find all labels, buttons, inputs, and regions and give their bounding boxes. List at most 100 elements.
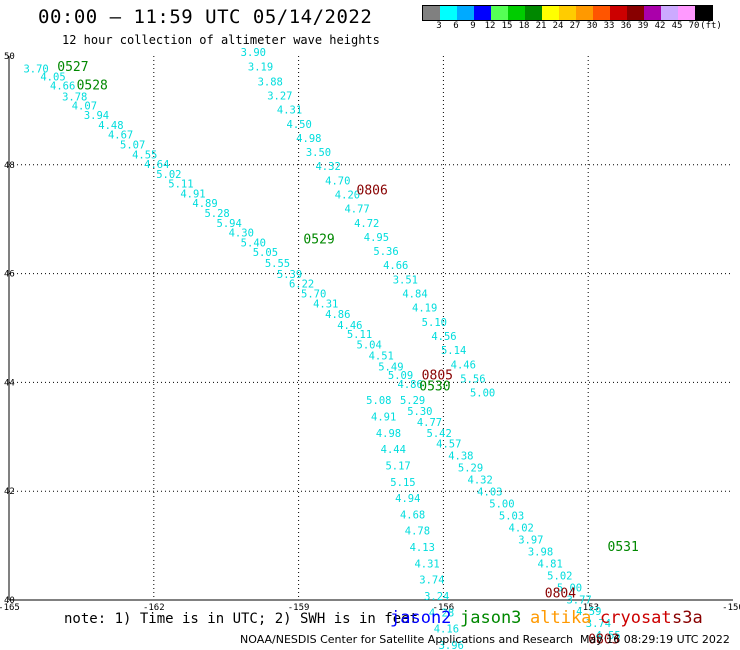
lat-tick-label: 50: [4, 52, 15, 62]
wave-height-label: 4.78: [405, 526, 430, 538]
page-title: 00:00 – 11:59 UTC 05/14/2022: [38, 6, 373, 28]
color-scale-label: 70: [688, 21, 700, 31]
color-swatch: [559, 6, 576, 20]
wave-height-label: 4.86: [325, 309, 350, 321]
wave-height-label: 3.98: [528, 546, 553, 558]
wave-height-label: 4.32: [468, 475, 493, 487]
wave-height-label: 4.95: [364, 232, 389, 244]
wave-height-label: 5.05: [253, 247, 278, 259]
wave-height-label: 4.20: [335, 190, 360, 202]
wave-height-label: 4.13: [410, 542, 435, 554]
wave-height-label: 4.38: [448, 451, 473, 463]
color-swatch: [576, 6, 593, 20]
wave-height-label: 5.11: [168, 179, 193, 191]
lon-tick-label: -153: [577, 603, 599, 613]
wave-height-label: 4.32: [315, 161, 340, 173]
color-scale-label: 6: [453, 21, 459, 31]
wave-height-label: 5.28: [204, 208, 229, 220]
wave-height-label: 4.91: [180, 188, 205, 200]
wave-height-label: 5.04: [357, 340, 382, 352]
wave-height-label: 5.00: [557, 582, 582, 594]
lon-tick-label: -165: [0, 603, 20, 613]
color-swatch: [593, 6, 610, 20]
legend-item-jason2: jason2: [390, 608, 452, 628]
pass-time-label: 0806: [357, 184, 388, 199]
wave-height-label: 5.29: [400, 395, 425, 407]
color-scale-label: 36: [620, 21, 632, 31]
wave-height-label: 3.96: [439, 640, 464, 650]
wave-height-label: 4.55: [595, 630, 620, 642]
wave-height-label: 3.94: [84, 110, 109, 122]
wave-height-label: 5.36: [373, 246, 398, 258]
color-swatch: [678, 6, 695, 20]
wave-height-label: 3.51: [393, 274, 418, 286]
color-scale-label: 45: [671, 21, 683, 31]
wave-height-label: 5.09: [388, 370, 413, 382]
color-scale-bar: [422, 5, 713, 21]
color-swatch: [695, 6, 712, 20]
footnote-text: note: 1) Time is in UTC; 2) SWH is in fe…: [64, 611, 419, 627]
wave-height-label: 5.55: [265, 258, 290, 270]
wave-height-label: 4.84: [402, 289, 427, 301]
pass-time-label: 0803: [588, 633, 619, 648]
wave-height-label: 4.31: [313, 298, 338, 310]
color-swatch: [457, 6, 474, 20]
pass-time-label: 0531: [608, 540, 639, 555]
page-subtitle: 12 hour collection of altimeter wave hei…: [62, 33, 380, 47]
legend-item-cryosat: cryosat: [600, 608, 672, 628]
color-swatch: [525, 6, 542, 20]
color-scale-label: 30: [586, 21, 598, 31]
color-swatch: [542, 6, 559, 20]
wave-height-label: 3.24: [424, 591, 449, 603]
wave-height-label: 3.77: [566, 594, 591, 606]
legend-item-altika: altika: [530, 608, 592, 628]
wave-height-label: 4.77: [344, 204, 369, 216]
lat-tick-label: 40: [4, 596, 15, 606]
wave-height-label: 4.94: [395, 493, 420, 505]
wave-height-label: 5.39: [277, 269, 302, 281]
color-swatch: [508, 6, 525, 20]
wave-height-label: 4.89: [192, 198, 217, 210]
wave-height-label: 4.70: [325, 175, 350, 187]
wave-height-label: 4.02: [509, 522, 534, 534]
color-swatch: [610, 6, 627, 20]
wave-height-label: 4.67: [108, 130, 133, 142]
wave-height-label: 5.00: [470, 388, 495, 400]
wave-height-label: 3.70: [23, 63, 48, 75]
wave-height-label: 5.56: [460, 373, 485, 385]
wave-height-label: 4.03: [477, 487, 502, 499]
wave-height-label: 4.57: [436, 439, 461, 451]
wave-height-label: 5.00: [489, 499, 514, 511]
color-scale-labels: 3 6 9 12 15 18 21 24 27 30 33 36 39 42 45 70 (ft): [422, 21, 740, 35]
wave-height-label: 4.46: [337, 320, 362, 332]
lon-tick-label: -156: [433, 603, 455, 613]
wave-height-label: 4.56: [431, 331, 456, 343]
color-scale-label: 18: [518, 21, 530, 31]
color-swatch: [644, 6, 661, 20]
lon-tick-label: -162: [143, 603, 165, 613]
wave-height-label: 5.11: [347, 329, 372, 341]
wave-height-label: 5.02: [547, 570, 572, 582]
color-scale-label: 15: [501, 21, 513, 31]
wave-height-label: 3.74: [419, 575, 444, 587]
wave-height-label: 5.10: [422, 317, 447, 329]
wave-height-label: 4.81: [538, 558, 563, 570]
pass-time-label: 0804: [545, 586, 576, 601]
wave-height-label: 6.22: [289, 279, 314, 291]
wave-height-label: 4.48: [98, 120, 123, 132]
wave-height-label: 4.16: [434, 624, 459, 636]
wave-height-label: 4.46: [451, 359, 476, 371]
wave-height-label: 3.90: [241, 47, 266, 59]
wave-height-label: 3.97: [518, 534, 543, 546]
color-swatch: [474, 6, 491, 20]
lon-tick-label: -159: [288, 603, 310, 613]
wave-height-label: 5.02: [156, 169, 181, 181]
wave-height-label: 5.49: [378, 361, 403, 373]
pass-time-label: 0529: [303, 233, 334, 248]
wave-height-label: 4.59: [576, 606, 601, 618]
wave-height-label: 5.15: [390, 477, 415, 489]
color-swatch: [627, 6, 644, 20]
wave-height-label: 5.17: [385, 460, 410, 472]
color-swatch: [423, 6, 440, 20]
